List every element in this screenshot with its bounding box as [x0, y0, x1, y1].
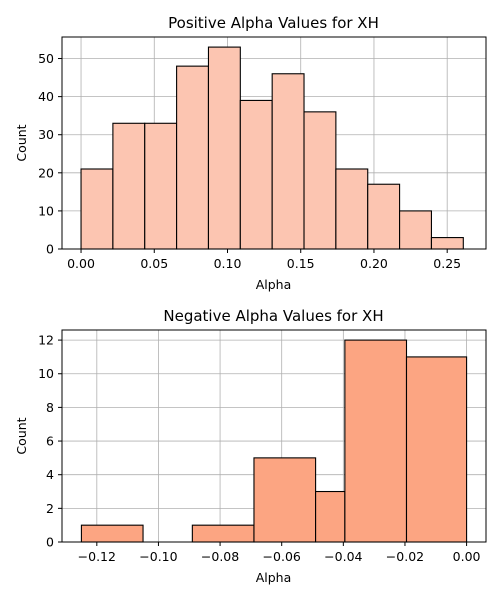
- x-tick-label: 0.15: [287, 256, 315, 271]
- x-tick-label: 0.00: [453, 549, 481, 564]
- histogram-bar: [303, 111, 337, 250]
- x-tick-label: 0.00: [67, 256, 95, 271]
- plot-frame: [61, 36, 487, 250]
- x-tick-label: 0.05: [140, 256, 168, 271]
- bars: [80, 339, 468, 543]
- x-tick-label: −0.06: [263, 549, 301, 564]
- x-tick-label: 0.20: [360, 256, 388, 271]
- histogram-bar: [112, 122, 146, 250]
- histogram-bar: [271, 73, 305, 250]
- histogram-bar: [335, 168, 369, 250]
- x-tick-label: −0.04: [324, 549, 362, 564]
- y-tick-label: 10: [38, 366, 54, 381]
- chart-title: Negative Alpha Values for XH: [163, 307, 383, 325]
- y-tick-label: 6: [46, 434, 54, 449]
- histogram-bar: [430, 237, 464, 250]
- x-axis: −0.12 −0.10 −0.08 −0.06 −0.04 −0.02 0.00: [78, 542, 481, 564]
- x-tick-label: 0.10: [214, 256, 242, 271]
- x-tick-label: 0.25: [433, 256, 461, 271]
- x-axis-label: Alpha: [256, 277, 292, 292]
- histogram-bar: [144, 122, 178, 250]
- y-tick-label: 50: [38, 51, 54, 66]
- y-tick-label: 20: [38, 165, 54, 180]
- histogram-bar: [315, 490, 346, 543]
- y-tick-label: 40: [38, 89, 54, 104]
- histogram-bar: [176, 65, 210, 250]
- histogram-bar: [253, 457, 317, 543]
- y-axis-label: Count: [14, 417, 29, 454]
- x-tick-label: −0.02: [386, 549, 424, 564]
- histogram-bar: [80, 168, 114, 250]
- negative-alpha-chart: Negative Alpha Values for XH −0.12 −0.10−…: [14, 307, 487, 585]
- y-axis: 0 2 4 6 8 10 12: [38, 333, 62, 550]
- histogram-bar: [405, 356, 468, 543]
- x-tick-label: −0.10: [139, 549, 177, 564]
- y-tick-label: 2: [46, 501, 54, 516]
- histogram-bar: [344, 339, 408, 543]
- y-tick-label: 10: [38, 203, 54, 218]
- y-tick-label: 12: [38, 333, 54, 348]
- plot-frame: [61, 329, 487, 543]
- x-tick-label: −0.08: [201, 549, 239, 564]
- positive-alpha-chart: Positive Alpha Values for XH 0.00 0.05 0.1…: [14, 14, 487, 292]
- x-tick-label: −0.12: [78, 549, 116, 564]
- x-axis: 0.00 0.05 0.10 0.15 0.20 0.25: [67, 249, 461, 271]
- y-axis: 0 10 20 30 40 50: [38, 51, 62, 257]
- histogram-bar: [367, 183, 401, 250]
- histogram-bar: [239, 99, 273, 250]
- y-tick-label: 0: [46, 535, 54, 550]
- x-axis-label: Alpha: [256, 570, 292, 585]
- chart-title: Positive Alpha Values for XH: [168, 14, 379, 32]
- y-tick-label: 4: [46, 467, 54, 482]
- histogram-bar: [80, 524, 144, 543]
- y-tick-label: 8: [46, 400, 54, 415]
- y-axis-label: Count: [14, 124, 29, 161]
- histogram-bar: [207, 46, 241, 250]
- histogram-bar: [191, 524, 255, 543]
- y-tick-label: 30: [38, 127, 54, 142]
- y-tick-label: 0: [46, 242, 54, 257]
- bars: [80, 46, 464, 250]
- histogram-bar: [399, 210, 432, 250]
